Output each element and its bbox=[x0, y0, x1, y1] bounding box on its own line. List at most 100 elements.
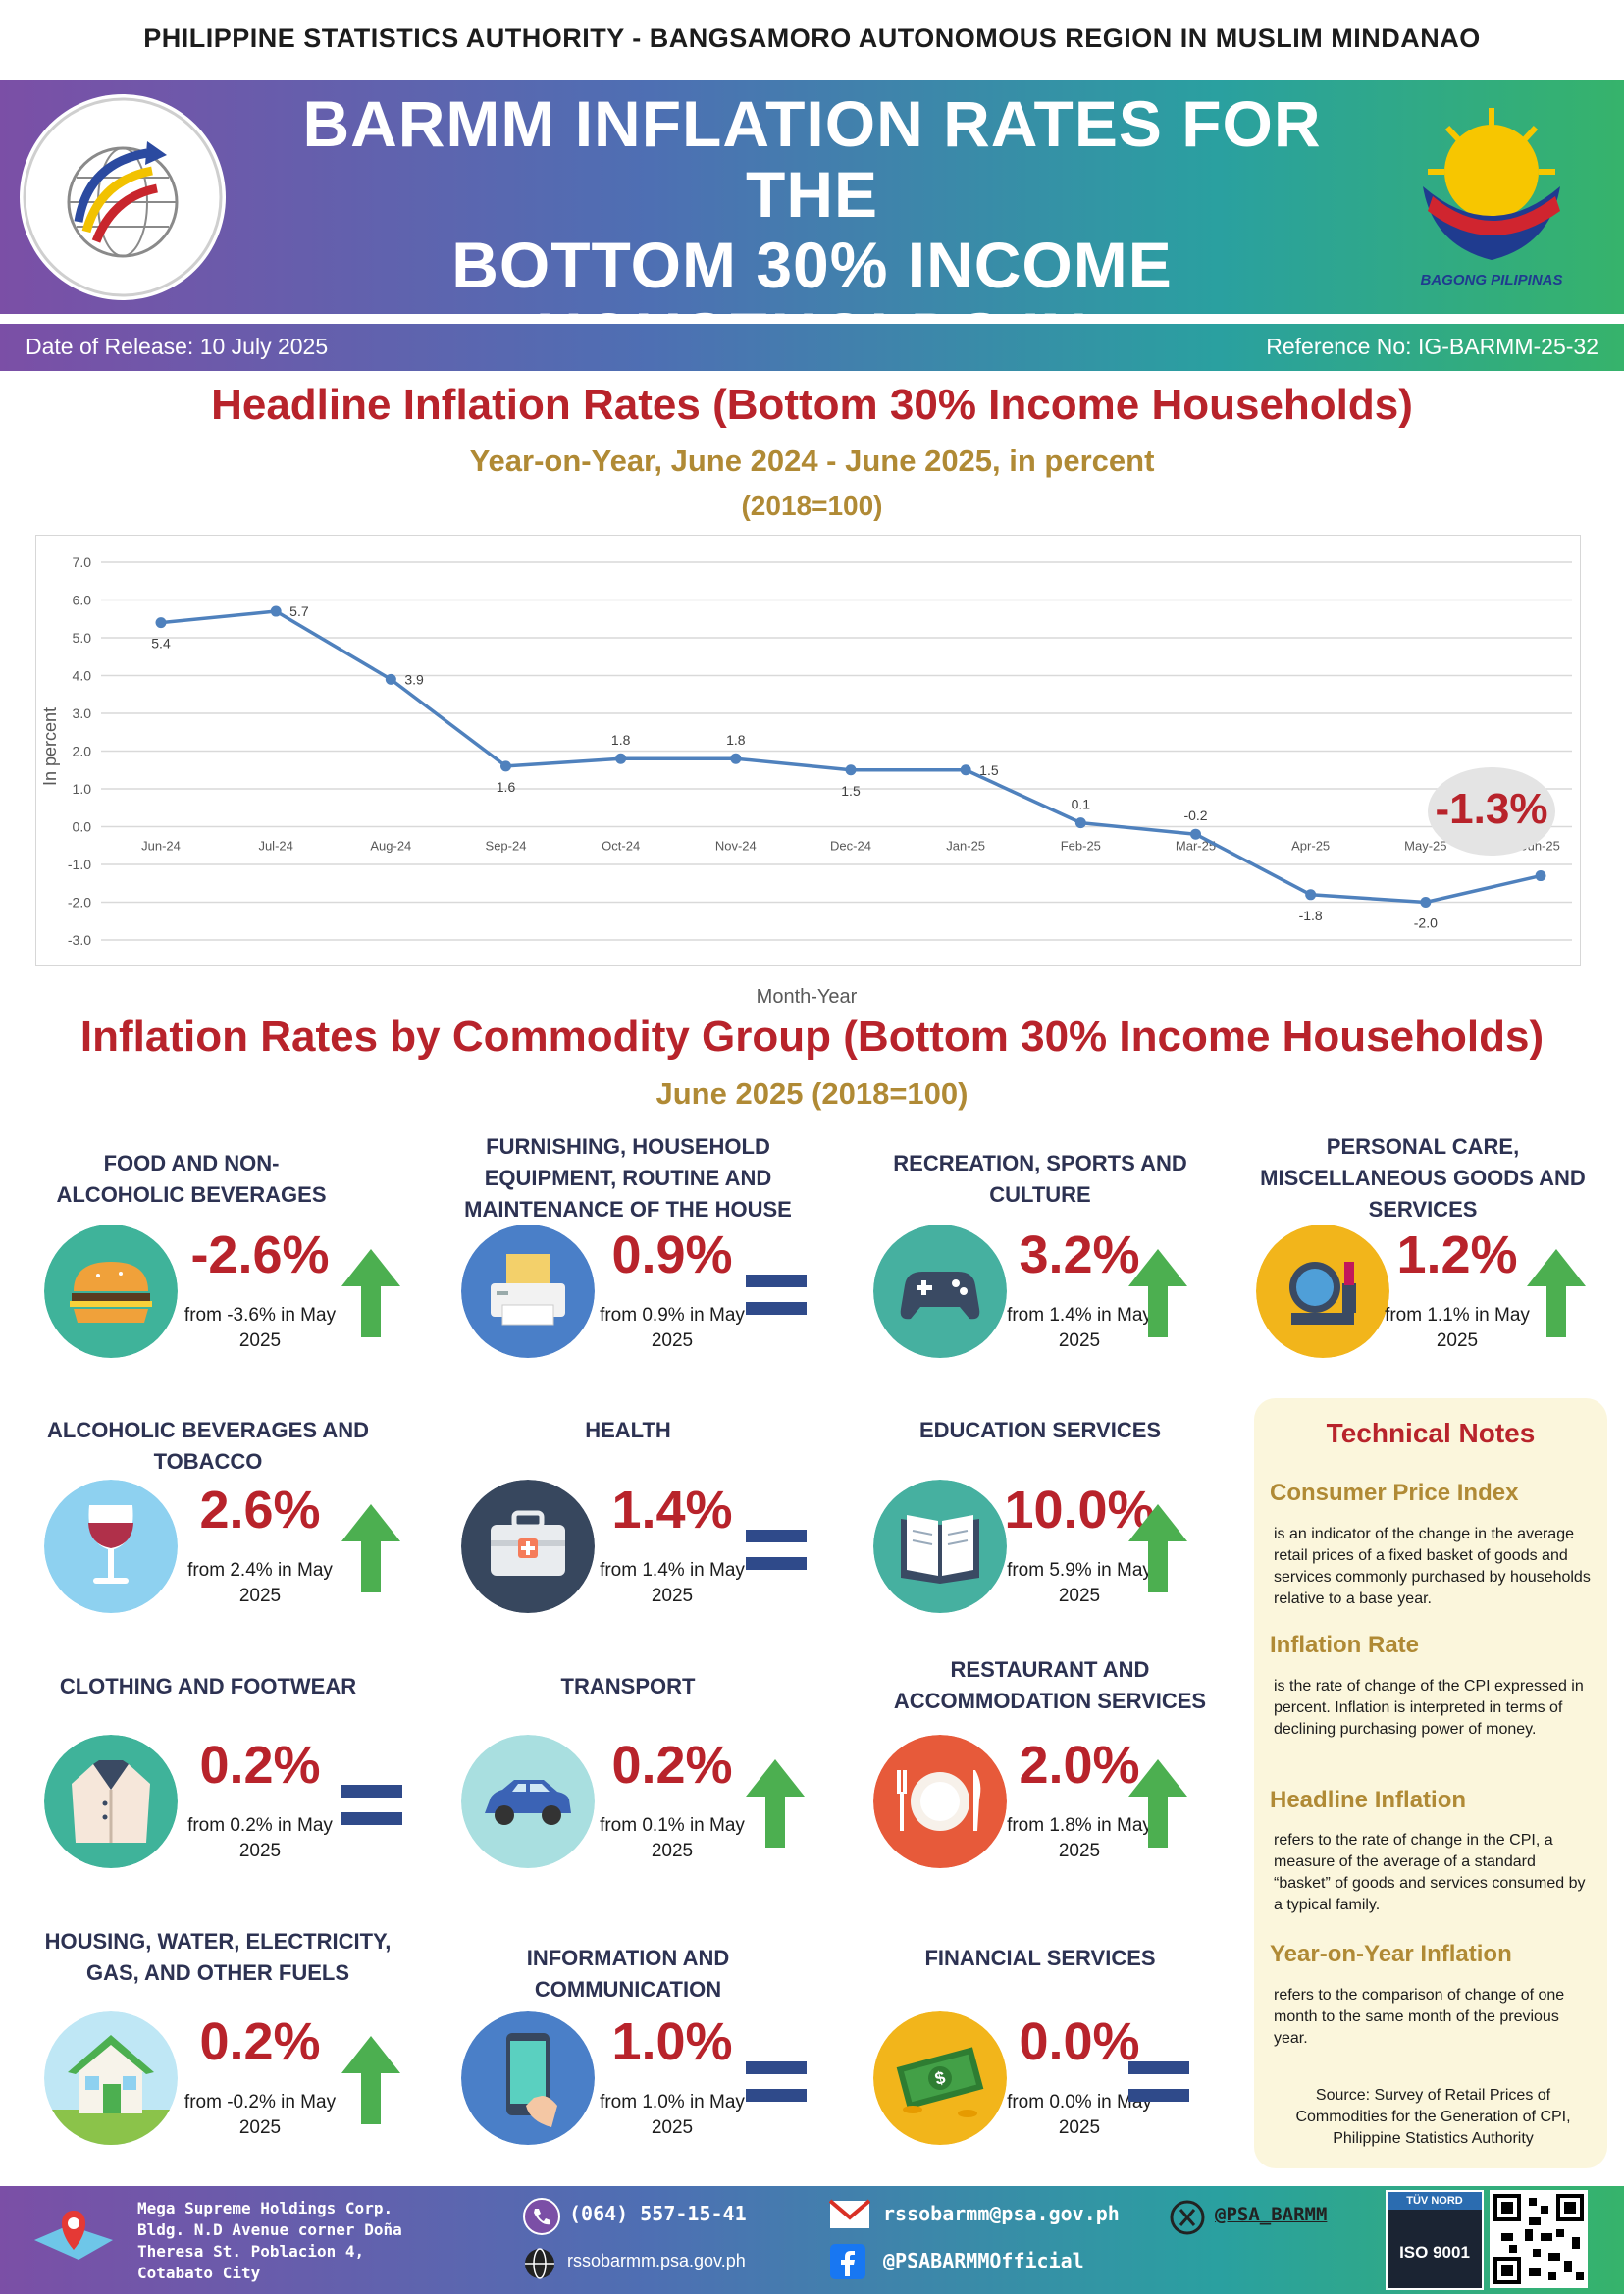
jacket-icon bbox=[44, 1735, 178, 1868]
y-tick-label: 0.0 bbox=[73, 819, 92, 835]
x-tick-label: Dec-24 bbox=[830, 839, 871, 854]
footer-facebook[interactable]: @PSABARMMOfficial bbox=[883, 2249, 1084, 2272]
qr-code-icon bbox=[1490, 2190, 1588, 2288]
printer-icon bbox=[461, 1225, 595, 1358]
data-label: -0.2 bbox=[1183, 808, 1207, 823]
title-banner: BARMM INFLATION RATES FOR THE BOTTOM 30%… bbox=[0, 80, 1624, 442]
footer-email[interactable]: rssobarmm@psa.gov.ph bbox=[883, 2202, 1120, 2225]
group-previous-house: from -0.2% in May 2025 bbox=[183, 2092, 337, 2138]
data-label: 1.8 bbox=[726, 732, 746, 748]
footer-address: Mega Supreme Holdings Corp. Bldg. N.D Av… bbox=[137, 2199, 402, 2282]
group-title-mirror-lipstick: PERSONAL CARE, MISCELLANEOUS GOODS AND S… bbox=[1260, 1134, 1586, 1222]
group-title-burger: FOOD AND NON-ALCOHOLIC BEVERAGES bbox=[56, 1151, 327, 1207]
house-icon bbox=[44, 2011, 178, 2145]
trend-equal-icon bbox=[746, 2036, 807, 2114]
group-value-book: 10.0% bbox=[1004, 1481, 1155, 1539]
trend-equal-icon bbox=[1128, 2036, 1189, 2114]
wine-glass-icon bbox=[44, 1480, 178, 1613]
y-tick-label: -2.0 bbox=[68, 895, 91, 911]
y-tick-label: -1.0 bbox=[68, 857, 91, 872]
group-title-smartphone: INFORMATION AND COMMUNICATION bbox=[526, 1946, 730, 2002]
map-pin-icon bbox=[34, 2211, 113, 2260]
x-tick-label: Oct-24 bbox=[602, 839, 640, 854]
x-tick-label: Jul-24 bbox=[258, 839, 292, 854]
y-tick-label: -3.0 bbox=[68, 932, 91, 948]
data-point bbox=[1420, 897, 1432, 908]
reference-no: Reference No: IG-BARMM-25-32 bbox=[1266, 334, 1598, 359]
mirror-lipstick-icon bbox=[1256, 1225, 1389, 1358]
data-label: -1.8 bbox=[1299, 908, 1323, 923]
group-title-money: FINANCIAL SERVICES bbox=[924, 1946, 1156, 1970]
group-previous-plate: from 1.8% in May 2025 bbox=[1007, 1815, 1152, 1861]
data-point bbox=[155, 617, 167, 629]
note-def-cpi: is an indicator of the change in the ave… bbox=[1274, 1526, 1591, 1607]
group-previous-first-aid-kit: from 1.4% in May 2025 bbox=[600, 1560, 745, 1606]
svg-text:$: $ bbox=[933, 2067, 948, 2089]
group-value-smartphone: 1.0% bbox=[611, 2012, 733, 2071]
group-value-money: 0.0% bbox=[1019, 2012, 1140, 2071]
x-tick-label: Jun-24 bbox=[141, 839, 181, 854]
data-point bbox=[845, 764, 857, 776]
data-point bbox=[1074, 817, 1086, 829]
psa-globe-icon bbox=[23, 97, 223, 297]
trend-up-arrow-icon bbox=[1128, 1504, 1187, 1592]
group-previous-jacket: from 0.2% in May 2025 bbox=[187, 1815, 333, 1861]
footer-x-handle[interactable]: @PSA_BARMM bbox=[1215, 2204, 1328, 2225]
data-point bbox=[1190, 828, 1201, 840]
group-title-book: EDUCATION SERVICES bbox=[918, 1418, 1162, 1442]
group-previous-mirror-lipstick: from 1.1% in May 2025 bbox=[1385, 1305, 1530, 1351]
group-previous-book: from 5.9% in May 2025 bbox=[1007, 1560, 1152, 1606]
y-tick-label: 2.0 bbox=[73, 744, 92, 759]
burger-icon bbox=[44, 1225, 178, 1358]
data-point bbox=[1305, 889, 1317, 901]
data-point bbox=[960, 764, 971, 776]
group-title-first-aid-kit: HEALTH bbox=[585, 1418, 671, 1442]
trend-up-arrow-icon bbox=[1128, 1249, 1187, 1337]
data-label: 5.4 bbox=[151, 636, 171, 652]
release-date: Date of Release: 10 July 2025 bbox=[26, 334, 329, 359]
x-tick-label: Jan-25 bbox=[946, 839, 985, 854]
note-def-inflation-rate: is the rate of change of the CPI express… bbox=[1274, 1678, 1584, 1738]
series-line bbox=[160, 609, 1542, 905]
note-def-yoy: refers to the comparison of change of on… bbox=[1274, 1987, 1565, 2047]
trend-equal-icon bbox=[746, 1504, 807, 1583]
group-title-gamepad: RECREATION, SPORTS AND CULTURE bbox=[893, 1151, 1187, 1207]
first-aid-kit-icon bbox=[461, 1480, 595, 1613]
data-label: 3.9 bbox=[404, 671, 424, 687]
data-label: 0.1 bbox=[1072, 797, 1091, 812]
group-previous-burger: from -3.6% in May 2025 bbox=[183, 1305, 337, 1351]
commodity-subtitle: June 2025 (2018=100) bbox=[655, 1076, 969, 1111]
y-tick-label: 4.0 bbox=[73, 668, 92, 684]
group-value-house: 0.2% bbox=[199, 2012, 321, 2071]
group-value-car: 0.2% bbox=[611, 1736, 733, 1795]
x-tick-label: Apr-25 bbox=[1291, 839, 1330, 854]
data-point bbox=[615, 753, 627, 764]
money-icon: $ bbox=[873, 2011, 1007, 2145]
group-previous-wine-glass: from 2.4% in May 2025 bbox=[187, 1560, 333, 1606]
data-label: 1.5 bbox=[979, 762, 999, 778]
group-title-jacket: CLOTHING AND FOOTWEAR bbox=[59, 1674, 357, 1698]
group-previous-smartphone: from 1.0% in May 2025 bbox=[600, 2092, 745, 2138]
footer-website[interactable]: rssobarmm.psa.gov.ph bbox=[567, 2251, 746, 2270]
main-title-line-1: BARMM INFLATION RATES FOR THE bbox=[302, 87, 1322, 231]
data-label: 1.6 bbox=[497, 779, 516, 795]
y-tick-label: 5.0 bbox=[73, 630, 92, 646]
gamepad-icon bbox=[873, 1225, 1007, 1358]
facebook-icon bbox=[830, 2244, 865, 2279]
group-value-burger: -2.6% bbox=[190, 1225, 330, 1284]
phone-icon bbox=[523, 2198, 560, 2235]
headline-chart-frame: 7.0 6.0 5.0 4.0 3.0 2.0 1.0 0.0 -1.0 -2.0 -3.0 Jun… bbox=[35, 535, 1581, 966]
note-term-headline: Headline Inflation bbox=[1270, 1787, 1467, 1813]
group-title-house: HOUSING, WATER, ELECTRICITY, GAS, AND OT… bbox=[44, 1929, 392, 1985]
email-icon bbox=[829, 2199, 870, 2228]
y-tick-label: 7.0 bbox=[73, 554, 92, 570]
trend-equal-icon bbox=[746, 1249, 807, 1328]
trend-up-arrow-icon bbox=[341, 2036, 400, 2124]
group-value-plate: 2.0% bbox=[1019, 1736, 1140, 1795]
group-title-wine-glass: ALCOHOLIC BEVERAGES AND TOBACCO bbox=[47, 1418, 369, 1474]
group-value-jacket: 0.2% bbox=[199, 1736, 321, 1795]
group-title-plate: RESTAURANT AND ACCOMMODATION SERVICES bbox=[893, 1657, 1207, 1713]
plate-icon bbox=[873, 1735, 1007, 1868]
trend-up-arrow-icon bbox=[341, 1249, 400, 1337]
headline-title: Headline Inflation Rates (Bottom 30% Inc… bbox=[211, 381, 1413, 429]
